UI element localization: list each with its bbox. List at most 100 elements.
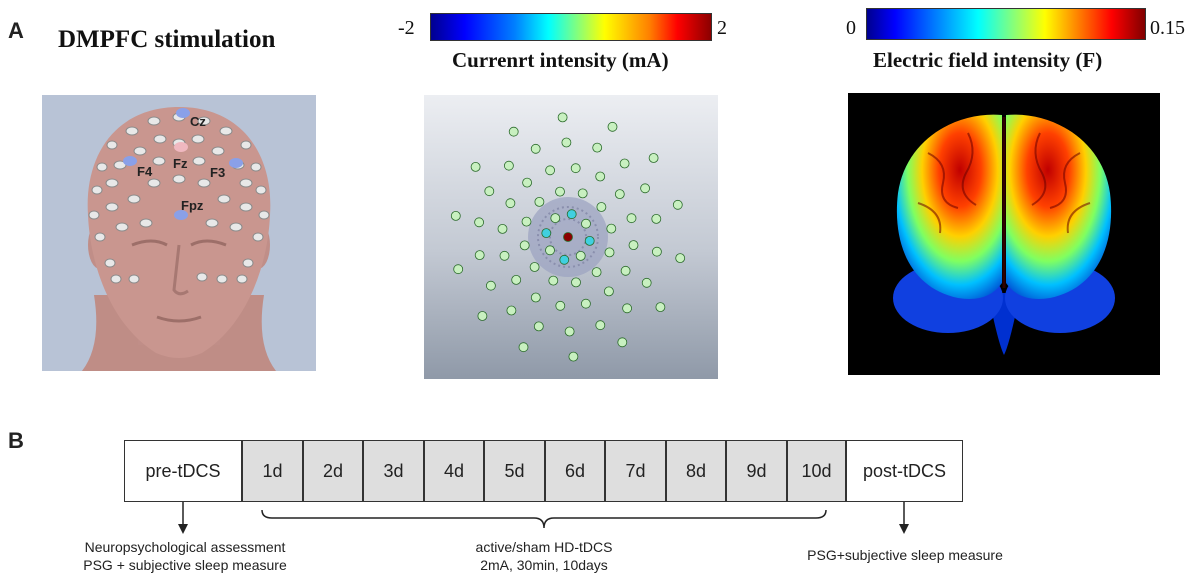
grid-electrode	[499, 250, 510, 261]
grid-electrode	[563, 232, 573, 242]
note-mid-line1: active/sham HD-tDCS	[475, 539, 613, 555]
day-box-3: 3d	[363, 440, 424, 502]
current-colorbar	[430, 13, 712, 41]
grid-electrode	[648, 153, 659, 163]
grid-electrode	[559, 254, 570, 265]
grid-electrode	[619, 158, 630, 169]
grid-electrode	[541, 228, 552, 239]
grid-electrode	[548, 275, 559, 286]
day-box-8: 8d	[666, 440, 726, 502]
grid-electrode	[533, 321, 544, 332]
grid-electrode	[453, 264, 464, 275]
day-box-9: 9d	[726, 440, 787, 502]
post-tdcs-box: post-tDCS	[846, 440, 963, 502]
day-box-1: 1d	[242, 440, 303, 502]
grid-electrode	[561, 137, 572, 148]
grid-electrode	[486, 280, 496, 291]
grid-electrode	[506, 305, 517, 316]
day-box-6: 6d	[545, 440, 605, 502]
grid-electrode	[580, 298, 591, 309]
grid-electrode	[607, 121, 618, 132]
grid-electrode	[550, 213, 561, 223]
grid-electrode	[651, 214, 662, 224]
grid-electrode	[555, 186, 565, 197]
grid-electrode	[505, 198, 516, 209]
grid-electrode	[521, 216, 532, 227]
day-box-2: 2d	[303, 440, 363, 502]
grid-electrode	[584, 235, 595, 246]
field-colorbar-label: Electric field intensity (F)	[873, 48, 1103, 72]
grid-electrode	[672, 199, 683, 210]
electrode-label-cz: Cz	[190, 114, 206, 129]
grid-electrode	[470, 162, 481, 172]
current-colorbar-min: -2	[398, 17, 415, 39]
note-mid: active/sham HD-tDCS 2mA, 30min, 10days	[444, 538, 644, 574]
current-colorbar-label: Currenrt intensity (mA)	[452, 48, 669, 72]
grid-electrode	[641, 277, 652, 288]
grid-electrode	[504, 160, 514, 171]
timeline-connectors	[178, 502, 909, 534]
grid-electrode	[581, 218, 591, 229]
panel-b-label: B	[8, 428, 24, 453]
electrode-label-f3: F3	[210, 165, 226, 180]
grid-electrode	[655, 302, 666, 313]
grid-electrode	[557, 112, 568, 123]
grid-electrode	[595, 171, 606, 182]
day-box-7: 7d	[605, 440, 666, 502]
grid-electrode	[596, 202, 607, 212]
grid-electrode	[622, 303, 633, 314]
day-box-10: 10d	[787, 440, 846, 502]
grid-electrode	[522, 177, 532, 188]
grid-electrode	[651, 246, 662, 257]
grid-electrode	[577, 188, 588, 199]
grid-electrode	[570, 163, 581, 174]
grid-electrode	[614, 189, 625, 199]
pre-tdcs-box: pre-tDCS	[124, 440, 242, 502]
electrode-label-f4: F4	[137, 164, 153, 179]
day-box-4: 4d	[424, 440, 484, 502]
panel-a-title: DMPFC stimulation	[58, 26, 276, 53]
grid-electrode	[606, 223, 617, 234]
field-colorbar-max: 0.15	[1150, 17, 1185, 39]
electrode-grid-image	[424, 95, 718, 379]
grid-electrode	[519, 240, 530, 251]
grid-electrode	[477, 311, 488, 321]
grid-electrode	[450, 211, 461, 221]
grid-electrode	[603, 286, 614, 297]
grid-electrode	[518, 342, 529, 353]
grid-electrode	[628, 240, 639, 251]
note-post: PSG+subjective sleep measure	[807, 547, 1003, 563]
grid-electrode	[564, 326, 575, 337]
grid-electrode	[575, 250, 586, 261]
grid-electrode	[497, 223, 508, 234]
grid-electrode	[545, 245, 555, 256]
field-colorbar-min: 0	[846, 17, 856, 39]
grid-electrode	[474, 250, 485, 261]
electrode-label-fz: Fz	[173, 156, 188, 171]
note-mid-line2: 2mA, 30min, 10days	[480, 557, 608, 573]
grid-electrode	[566, 209, 577, 220]
grid-electrode	[620, 265, 631, 276]
electrode-label-fpz: Fpz	[181, 198, 204, 213]
grid-electrode	[571, 277, 581, 288]
grid-electrode	[555, 300, 566, 311]
field-colorbar	[866, 8, 1146, 40]
grid-electrode	[626, 213, 637, 224]
grid-electrode	[534, 197, 545, 207]
panel-a-label: A	[8, 18, 24, 43]
grid-electrode	[484, 186, 495, 197]
grid-electrode	[530, 143, 541, 154]
grid-electrode	[529, 262, 540, 272]
grid-electrode	[530, 292, 541, 303]
grid-electrode	[474, 217, 484, 228]
current-colorbar-max: 2	[717, 17, 727, 39]
grid-electrode	[675, 253, 686, 264]
grid-electrode	[604, 247, 615, 258]
brain-field-image	[848, 93, 1160, 375]
day-box-5: 5d	[484, 440, 545, 502]
head-electrode-image: Cz F4 Fz F3 Fpz	[42, 95, 316, 371]
grid-electrode	[545, 165, 555, 176]
grid-electrode	[511, 274, 522, 285]
grid-electrode	[591, 267, 602, 278]
grid-electrode	[592, 142, 603, 153]
